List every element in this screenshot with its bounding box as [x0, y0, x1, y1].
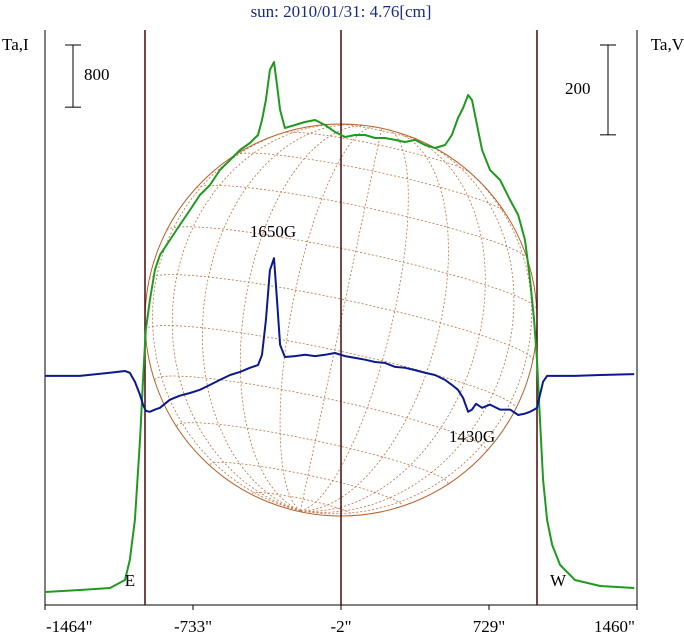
annotation: 1430G — [449, 427, 495, 446]
x-tick-label: -2" — [330, 617, 351, 636]
disk-grid-line — [196, 184, 528, 259]
disk-grid-line — [300, 138, 515, 513]
chart-title: sun: 2010/01/31: 4.76[cm] — [251, 2, 432, 21]
series-line — [44, 61, 635, 593]
disk-grid-line — [300, 131, 449, 512]
disk-grid-line — [236, 152, 505, 212]
scale-bar-label: 200 — [565, 79, 591, 98]
annotation: W — [550, 571, 567, 590]
scale-bar-label: 800 — [84, 65, 110, 84]
disk-grid-line — [154, 375, 488, 451]
annotation: E — [125, 571, 135, 590]
x-tick-label: 729" — [473, 617, 505, 636]
y-axis-label: Ta,I — [2, 35, 29, 54]
annotation: 1650G — [250, 222, 296, 241]
disk-grid-line — [171, 123, 347, 512]
y2-axis-label: Ta,V — [651, 35, 684, 54]
x-tick-label: 1460" — [594, 617, 635, 636]
disk-grid-line — [166, 226, 537, 310]
x-tick-label: -733" — [174, 617, 212, 636]
disk-grid-line — [201, 124, 361, 512]
disk-grid-line — [300, 129, 409, 512]
disk-grid-line — [209, 462, 403, 506]
solar-disk — [144, 123, 538, 517]
x-tick-label: -1464" — [46, 617, 93, 636]
disk-grid-line — [300, 128, 383, 511]
series-line — [45, 257, 635, 416]
disk-grid-line — [300, 133, 486, 512]
disk-grid-line — [239, 125, 367, 512]
